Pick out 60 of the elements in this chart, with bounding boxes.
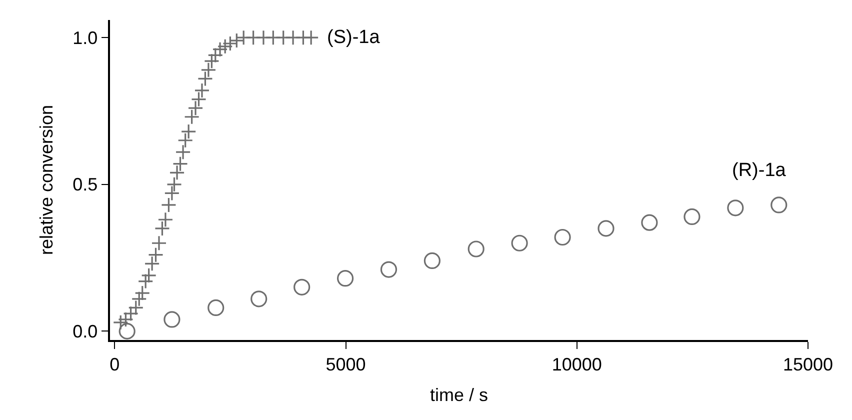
point <box>180 124 196 140</box>
point <box>468 240 484 258</box>
x-tick-label: 10000 <box>552 354 602 374</box>
point <box>118 312 134 328</box>
point <box>134 285 150 301</box>
point <box>128 300 144 316</box>
point <box>727 200 744 216</box>
point <box>204 53 220 69</box>
point <box>208 47 224 64</box>
point <box>164 311 180 328</box>
point <box>158 212 174 228</box>
point <box>208 299 224 316</box>
x-tick-label: 5000 <box>326 354 366 374</box>
point <box>118 322 136 340</box>
point <box>554 228 571 246</box>
series-label: (R)-1a <box>732 160 786 181</box>
point <box>294 278 310 296</box>
point <box>212 42 228 58</box>
point <box>190 91 207 108</box>
y-tick-label: 0.5 <box>72 174 98 195</box>
point <box>380 261 398 278</box>
point <box>169 164 185 180</box>
point <box>144 256 160 272</box>
point <box>175 144 191 160</box>
y-axis-title: relative conversion <box>36 104 56 256</box>
x-tick-label: 15000 <box>782 354 834 374</box>
point <box>123 306 139 322</box>
point <box>148 247 164 263</box>
point <box>154 220 170 236</box>
point <box>112 314 128 330</box>
point <box>217 38 233 54</box>
point <box>184 109 200 125</box>
y-tick-label: 0.0 <box>72 321 98 342</box>
point <box>197 70 214 87</box>
point <box>250 290 268 308</box>
y-tick-label: 1.0 <box>72 28 98 48</box>
point <box>164 185 180 202</box>
point <box>178 132 194 148</box>
x-tick-label: 0 <box>110 354 120 374</box>
point <box>424 252 440 270</box>
series-label: (S)-1a <box>327 27 380 48</box>
point <box>141 268 157 284</box>
point <box>200 62 216 78</box>
point <box>684 208 700 225</box>
point <box>138 273 154 290</box>
point <box>641 214 658 231</box>
point <box>222 36 238 52</box>
point <box>151 235 167 251</box>
point <box>131 291 147 307</box>
point <box>770 196 788 214</box>
point <box>194 82 210 98</box>
point <box>160 197 177 213</box>
x-axis-title: time / s <box>430 384 488 405</box>
point <box>511 234 528 252</box>
point <box>188 100 204 116</box>
point <box>336 270 354 287</box>
point <box>598 220 614 237</box>
point <box>172 156 188 172</box>
point <box>303 30 319 46</box>
point <box>166 176 182 192</box>
